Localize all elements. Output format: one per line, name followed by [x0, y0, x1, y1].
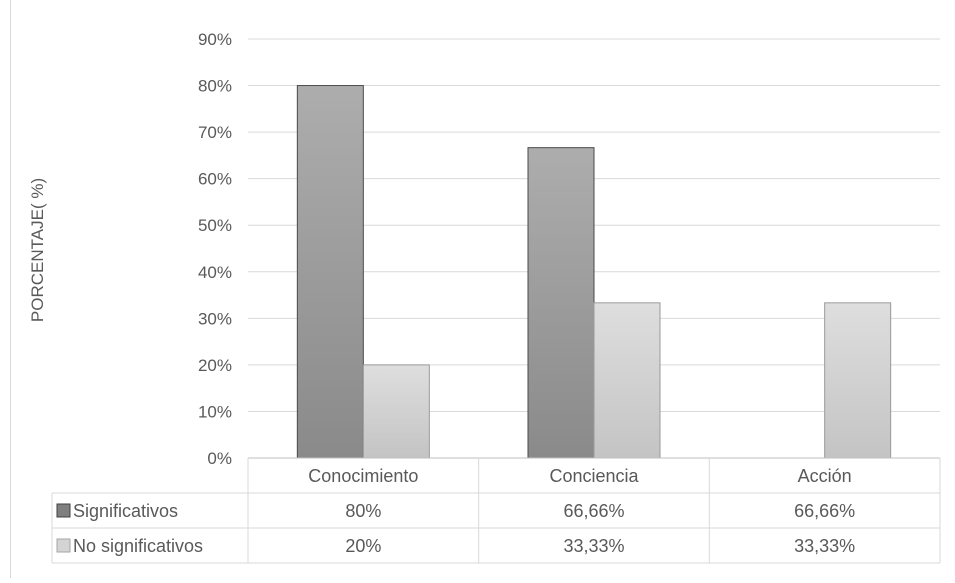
- data-table-value: 66,66%: [794, 501, 855, 521]
- data-table: Conocimiento Conciencia Acción Significativ…: [51, 457, 941, 564]
- y-axis-ticks: 0% 10% 20% 30% 40% 50% 60% 70% 80% 90%: [198, 30, 232, 468]
- bar-significativos-1: [527, 147, 595, 459]
- bars: [296, 85, 892, 459]
- category-label: Conciencia: [549, 466, 639, 486]
- legend-series-name: Significativos: [73, 501, 178, 521]
- category-label: Acción: [798, 466, 852, 486]
- y-tick-label: 90%: [198, 30, 232, 49]
- y-axis-label: PORCENTAJE( %): [28, 178, 47, 322]
- bar-no-significativos-1: [593, 302, 661, 459]
- legend-key-no-significativos: [56, 538, 71, 553]
- y-tick-label: 0%: [207, 449, 232, 468]
- bar-significativos-0: [296, 85, 364, 459]
- data-table-value: 66,66%: [563, 501, 624, 521]
- data-table-value: 80%: [345, 501, 381, 521]
- y-tick-label: 30%: [198, 309, 232, 328]
- data-table-value: 33,33%: [563, 536, 624, 556]
- y-tick-label: 50%: [198, 216, 232, 235]
- y-tick-label: 40%: [198, 263, 232, 282]
- y-tick-label: 80%: [198, 77, 232, 96]
- y-tick-label: 70%: [198, 123, 232, 142]
- data-table-value: 20%: [345, 536, 381, 556]
- y-tick-label: 20%: [198, 356, 232, 375]
- legend-series-name: No significativos: [73, 536, 203, 556]
- bar-no-significativos-2: [824, 302, 892, 459]
- y-tick-label: 10%: [198, 402, 232, 421]
- y-tick-label: 60%: [198, 170, 232, 189]
- data-table-value: 33,33%: [794, 536, 855, 556]
- legend-key-significativos: [56, 503, 71, 518]
- category-label: Conocimiento: [308, 466, 418, 486]
- left-border: [10, 0, 11, 578]
- bar-no-significativos-0: [362, 364, 430, 459]
